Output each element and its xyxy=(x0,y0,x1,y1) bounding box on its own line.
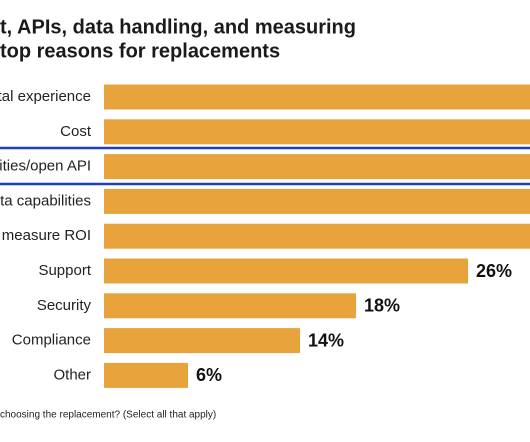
category-label: Compliance xyxy=(12,332,91,349)
category-label: Security xyxy=(37,297,92,314)
category-label: Cost xyxy=(60,123,92,140)
bar xyxy=(104,154,530,180)
category-label: Other xyxy=(53,366,91,383)
footnote: choosing the replacement? (Select all th… xyxy=(0,410,216,421)
bar xyxy=(104,328,300,354)
category-label: ities/open API xyxy=(0,158,91,175)
bar xyxy=(104,188,530,214)
chart-title: t, APIs, data handling, and measuring xyxy=(0,16,356,38)
value-label: 14% xyxy=(308,330,344,350)
value-label: 6% xyxy=(196,365,222,385)
bar xyxy=(104,362,188,388)
chart-title: top reasons for replacements xyxy=(0,40,280,62)
category-label: tal experience xyxy=(0,88,91,105)
bar xyxy=(104,293,356,319)
bar xyxy=(104,84,530,110)
category-label: ta capabilities xyxy=(0,192,91,209)
bar xyxy=(104,258,468,284)
value-label: 26% xyxy=(476,261,512,281)
bar xyxy=(104,223,530,249)
bar xyxy=(104,119,530,145)
category-label: y measure ROI xyxy=(0,227,91,244)
category-label: Support xyxy=(38,262,91,279)
value-label: 18% xyxy=(364,296,400,316)
